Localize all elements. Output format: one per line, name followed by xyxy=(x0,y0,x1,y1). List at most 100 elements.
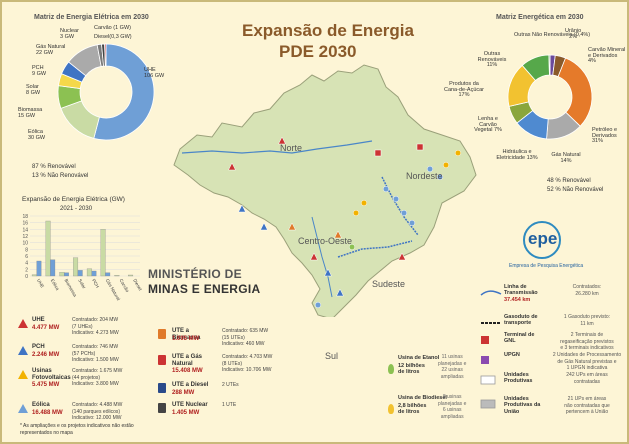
label-cana: Produtos da Cana-de-Açúcar 17% xyxy=(443,81,485,98)
title-line1: Expansão de Energia xyxy=(242,21,414,40)
legend-right-icon-0 xyxy=(480,284,502,302)
epe-logo-text: epe xyxy=(528,229,558,248)
ministry-line1: MINISTÉRIO DE xyxy=(148,267,242,281)
ethanol-detail: 11 usinas planejadas e 22 usinas ampliadas xyxy=(438,354,467,380)
elec-matrix-donut xyxy=(57,43,155,141)
map-marker xyxy=(336,288,344,297)
legend-right-icon-1 xyxy=(480,314,502,332)
elec-matrix-title: Matriz de Energia Elétrica em 2030 xyxy=(34,14,149,21)
legend-left-name-1: PCH xyxy=(32,344,45,350)
title-line2: PDE 2030 xyxy=(279,42,357,61)
region-sudeste: Sudeste xyxy=(372,279,406,289)
label-lenha: Lenha e Carvão Vegetal 7% xyxy=(474,116,502,133)
legend-right-icon-4 xyxy=(480,372,496,390)
label-solar: Solar 8 GW xyxy=(26,84,41,96)
ministry-line2: MINAS E ENERGIA xyxy=(148,282,261,296)
y-tick-label: 6 xyxy=(25,254,28,260)
legend-mid-detail-2: 2 UTEs xyxy=(222,382,239,388)
map-marker xyxy=(334,230,342,239)
bar-Biomassa-1 xyxy=(63,272,69,277)
epe-logo-icon xyxy=(523,221,561,259)
map-marker xyxy=(348,243,356,251)
legend-right-name-5: Unidades Produtivas da União xyxy=(504,396,541,415)
y-tick-label: 2 xyxy=(25,267,28,273)
legend-right-name-2: Terminal de GNL xyxy=(504,332,535,345)
x-tick-label: PCH xyxy=(91,278,100,289)
map-marker xyxy=(398,252,406,261)
legend-left-mw-2: 5.475 MW xyxy=(32,382,60,388)
map-marker xyxy=(392,195,400,203)
label-petroleo: Petróleo e Derivados 31% xyxy=(592,127,618,144)
energy-slice-8 xyxy=(548,54,551,76)
map-marker xyxy=(374,149,382,157)
x-tick-label: Carvão xyxy=(119,278,131,293)
legend-right-detail-0: Contratados: 26.280 km xyxy=(572,284,602,297)
bar-UHE-0 xyxy=(31,274,37,277)
label-carvao-mineral: Carvão Mineral e Derivados 4% xyxy=(588,47,626,64)
ethanol-icon xyxy=(388,364,394,374)
elec-slice-0 xyxy=(93,43,155,141)
biodiesel-name: Usina de Biodiesel xyxy=(398,395,447,401)
transmission-line xyxy=(381,176,419,236)
bar-Diesel-0 xyxy=(128,274,134,277)
legend-left-mw-1: 2.246 MW xyxy=(32,352,60,358)
elec-renewable: 87 % Renovável xyxy=(32,164,76,170)
legend-left-name-3: Eólica xyxy=(32,402,50,408)
label-pch: PCH 9 GW xyxy=(32,65,47,77)
y-tick-label: 10 xyxy=(22,241,28,247)
legend-left-detail-2: Contratado: 1.675 MW (44 projetos) Indicat… xyxy=(72,368,123,387)
bar-Biomassa-0 xyxy=(59,272,65,277)
legend-left-icon-0 xyxy=(18,319,28,328)
legend-right-detail-3: 2 Unidades de Processamento de Gás Natura… xyxy=(552,352,622,371)
x-tick-label: UHE xyxy=(36,278,45,289)
label-nuclear: Nuclear 3 GW xyxy=(60,28,79,40)
elec-slice-8 xyxy=(104,43,107,67)
legend-right-name-1: Gasoduto de transporte xyxy=(504,314,538,327)
legend-left-mw-3: 16.488 MW xyxy=(32,410,63,416)
footnote-line2: representados no mapa xyxy=(20,430,73,436)
brazil-land xyxy=(173,64,477,317)
legend-left-icon-1 xyxy=(18,346,28,355)
legend-right-name-4: Unidades Produtivas xyxy=(504,372,533,385)
bar-UHE-1 xyxy=(36,260,42,277)
map-marker xyxy=(228,162,236,171)
legend-mid-mw-0: 1.095 MW xyxy=(172,336,200,342)
x-tick-label: Eólica xyxy=(50,278,61,292)
map-marker xyxy=(288,222,296,231)
elec-matrix-labels: Nuclear 3 GW Gás Natural 22 GW PCH 9 GW Sol… xyxy=(2,2,202,162)
legend-right-icon-5 xyxy=(480,396,496,414)
legend-left-name-0: UHE xyxy=(32,317,45,323)
label-gas: Gás Natural 22 GW xyxy=(36,44,66,56)
legend-right-icon-2 xyxy=(480,332,490,350)
y-tick-label: 0 xyxy=(25,274,28,280)
region-centro-oeste: Centro-Oeste xyxy=(298,236,353,246)
elec-nonrenewable: 13 % Não Renovável xyxy=(32,173,89,179)
bar-Gás Natural-0 xyxy=(100,229,106,277)
legend-right-name-3: UPGN xyxy=(504,352,520,358)
legend-left-mw-0: 4.477 MW xyxy=(32,325,60,331)
energy-matrix-title: Matriz Energética em 2030 xyxy=(496,14,584,21)
y-tick-label: 12 xyxy=(22,234,28,240)
map-marker xyxy=(310,252,318,261)
map-marker xyxy=(408,219,416,227)
legend-left-detail-1: Contratado: 746 MW (57 PCHs) Indicativo: 1… xyxy=(72,344,119,363)
x-tick-label: Gás Natural xyxy=(105,278,121,301)
label-outras-renov: Outras Renováveis 11% xyxy=(477,51,507,68)
legend-right-detail-5: 21 UPs em áreas não contratadas que perten… xyxy=(564,396,610,415)
x-tick-label: Diesel xyxy=(132,278,143,291)
map-marker xyxy=(260,222,268,231)
epe-subtitle: Empresa de Pesquisa Energética xyxy=(509,263,584,269)
legend-mid-detail-1: Contratado: 4.703 MW (8 UTEs) Indicativo: … xyxy=(222,354,273,373)
label-diesel: Diesel(0,3 GW) xyxy=(94,34,132,40)
legend-mid-detail-3: 1 UTE xyxy=(222,402,237,408)
legend-right-name-0: Linha de Transmissão xyxy=(504,284,538,297)
energy-nonrenewable: 52 % Não Renovável xyxy=(547,187,604,193)
label-uranio: Urânio 2% xyxy=(565,28,582,40)
legend-mid-name-2: UTE a Diesel xyxy=(172,382,209,388)
epe-logo: epe xyxy=(510,220,574,260)
bar-Gás Natural-1 xyxy=(105,272,111,277)
legend-mid-icon-2 xyxy=(158,383,166,393)
legend-mid-name-1: UTE a Gás Natural xyxy=(172,354,203,367)
label-gas-natural-e: Gás Natural 14% xyxy=(551,152,581,164)
